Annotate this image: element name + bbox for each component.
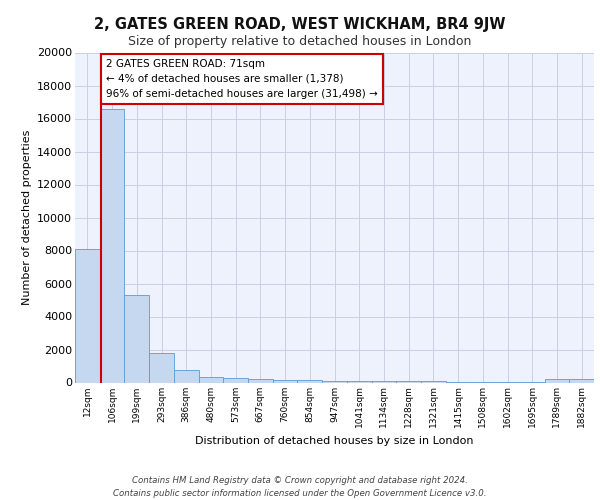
Bar xyxy=(322,380,347,382)
Bar xyxy=(75,249,100,382)
Text: 2, GATES GREEN ROAD, WEST WICKHAM, BR4 9JW: 2, GATES GREEN ROAD, WEST WICKHAM, BR4 9… xyxy=(94,18,506,32)
Bar xyxy=(223,378,248,382)
Bar xyxy=(100,108,124,382)
Bar xyxy=(371,381,396,382)
Y-axis label: Number of detached properties: Number of detached properties xyxy=(22,130,32,305)
X-axis label: Distribution of detached houses by size in London: Distribution of detached houses by size … xyxy=(195,436,474,446)
Bar xyxy=(248,379,273,382)
Bar xyxy=(149,353,174,382)
Bar xyxy=(545,379,569,382)
Bar xyxy=(124,295,149,382)
Bar xyxy=(174,370,199,382)
Bar xyxy=(569,379,594,382)
Bar xyxy=(347,381,371,382)
Text: Contains HM Land Registry data © Crown copyright and database right 2024.
Contai: Contains HM Land Registry data © Crown c… xyxy=(113,476,487,498)
Bar xyxy=(273,380,298,382)
Text: 2 GATES GREEN ROAD: 71sqm
← 4% of detached houses are smaller (1,378)
96% of sem: 2 GATES GREEN ROAD: 71sqm ← 4% of detach… xyxy=(106,59,377,98)
Bar xyxy=(199,376,223,382)
Bar xyxy=(298,380,322,382)
Text: Size of property relative to detached houses in London: Size of property relative to detached ho… xyxy=(128,35,472,48)
